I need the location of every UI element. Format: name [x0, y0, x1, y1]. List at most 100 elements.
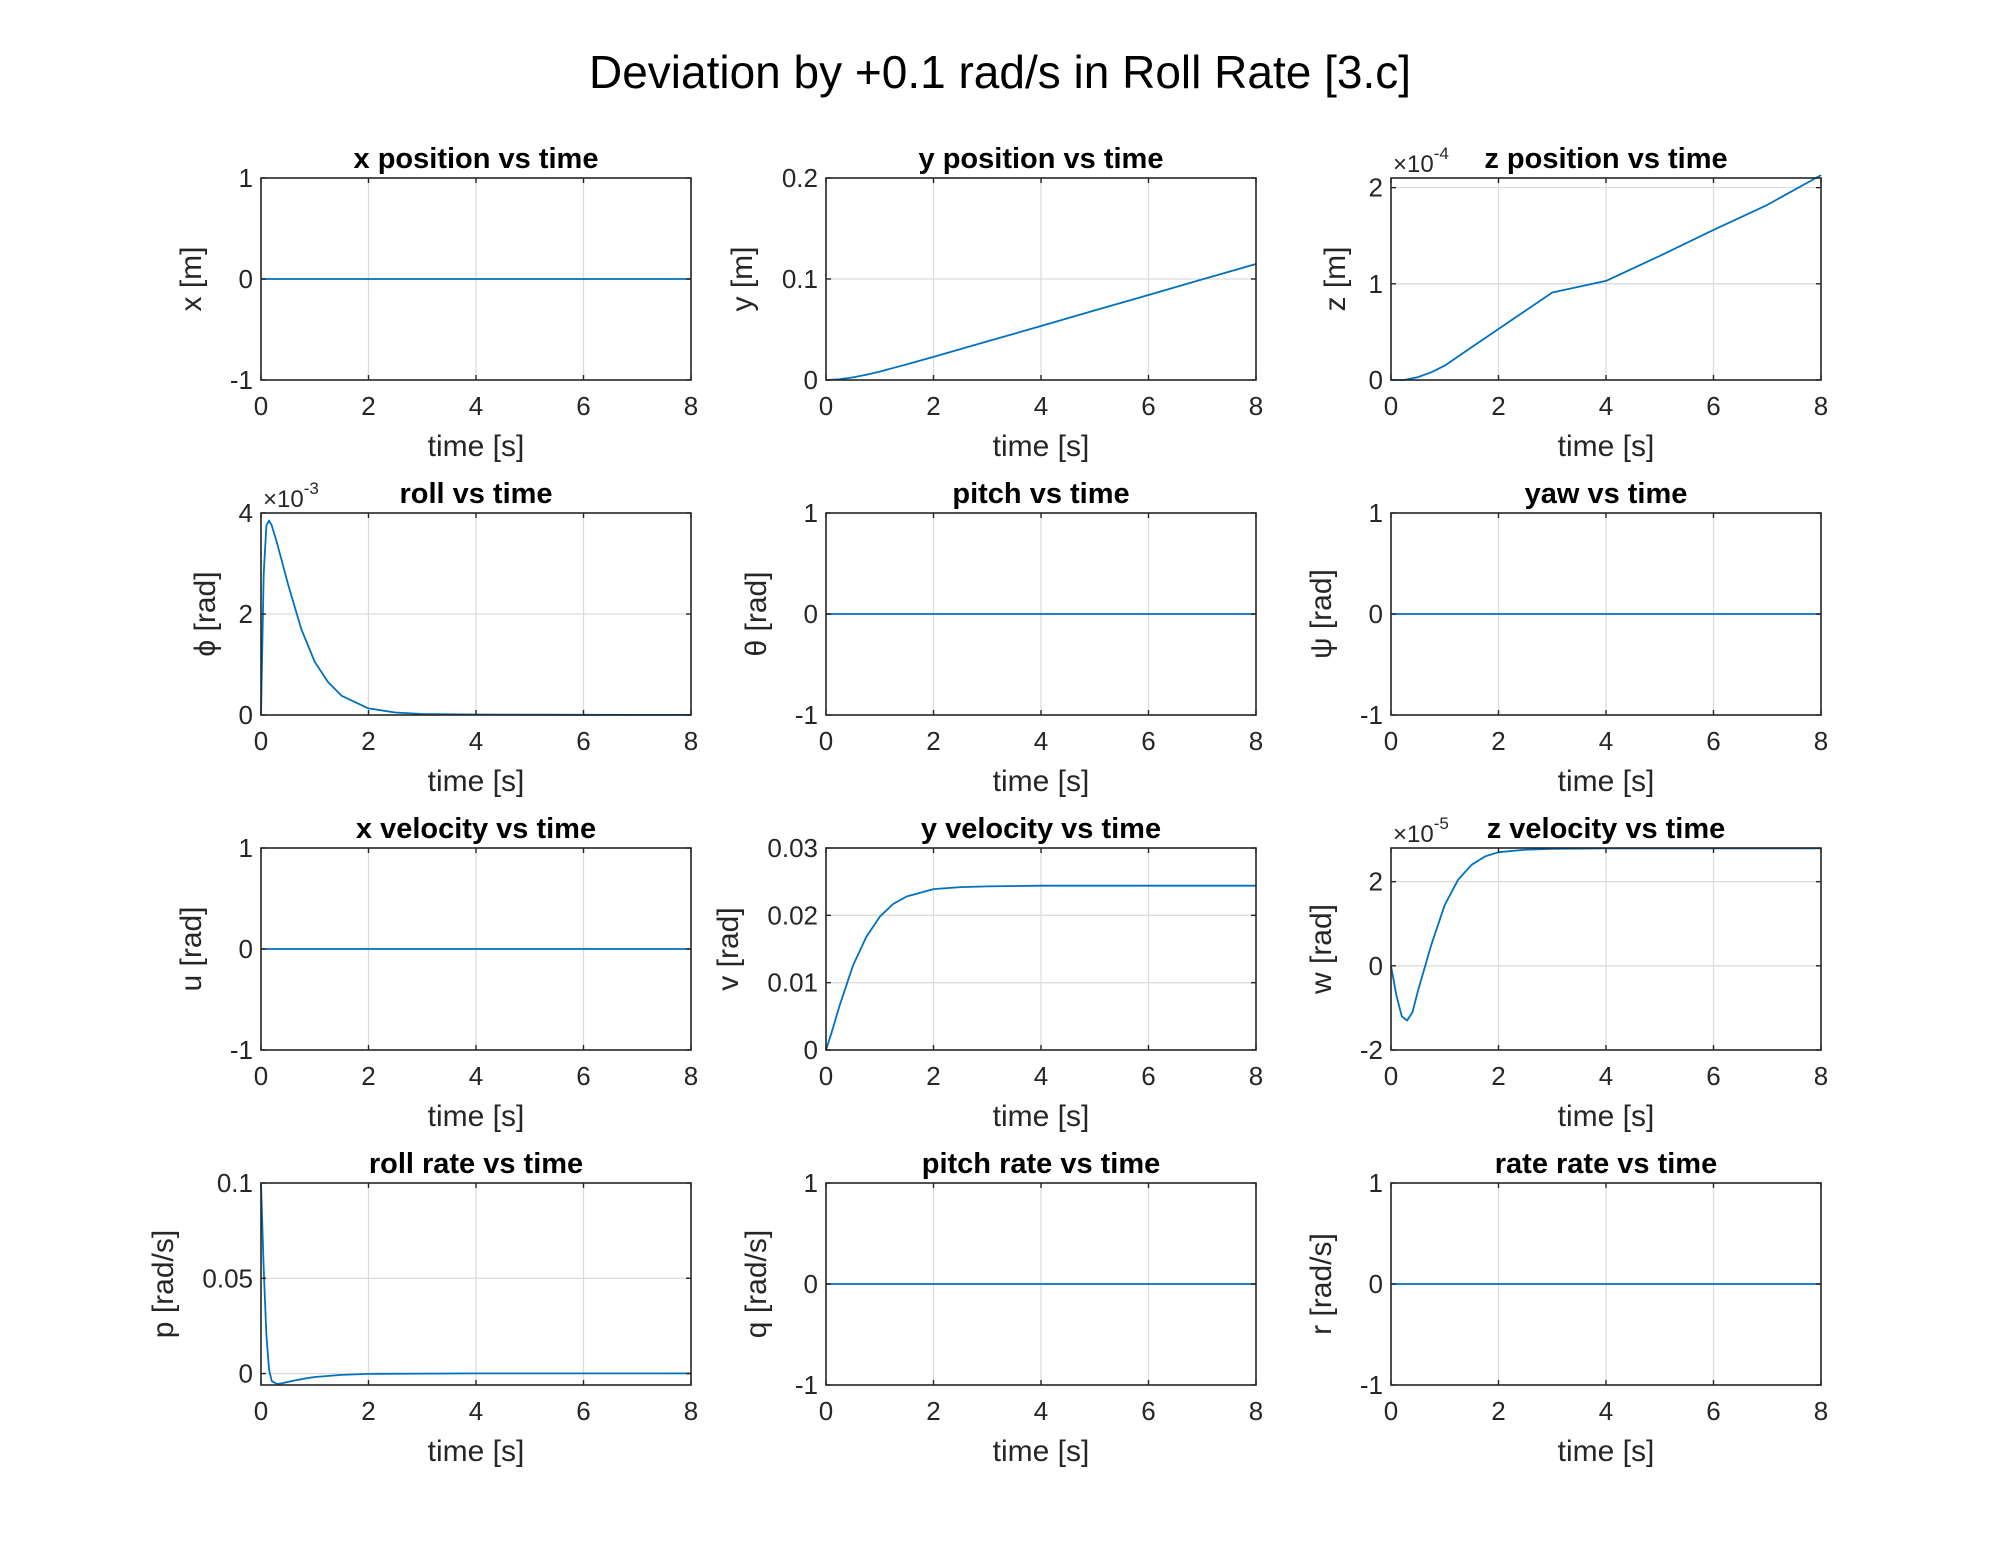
y-tick-label: 0 — [804, 599, 818, 629]
y-tick-label: -2 — [1360, 1035, 1383, 1065]
x-tick-label: 2 — [926, 1061, 940, 1091]
x-tick-label: 0 — [819, 726, 833, 756]
y-tick-label: 2 — [1369, 173, 1383, 203]
x-tick-label: 8 — [1814, 726, 1828, 756]
x-tick-label: 0 — [819, 1396, 833, 1426]
y-axis-label: θ [rad] — [740, 571, 773, 656]
y-multiplier-exponent: -4 — [1434, 144, 1449, 163]
x-tick-label: 8 — [1249, 1061, 1263, 1091]
y-multiplier-exponent: -3 — [304, 479, 319, 498]
subplot-title: pitch rate vs time — [922, 1148, 1161, 1180]
subplot-4: 0 2 4 6 8 0 2 4 roll vs time ×10-3 time [s] ϕ [rad] — [189, 478, 698, 798]
y-tick-label: 0 — [804, 1269, 818, 1299]
y-axis-label: v [rad] — [712, 907, 745, 990]
x-tick-label: 8 — [684, 1061, 698, 1091]
y-axis-label: z [m] — [1319, 247, 1352, 312]
y-tick-label: 1 — [239, 833, 253, 863]
x-tick-label: 0 — [819, 391, 833, 421]
y-axis-label: q [rad/s] — [740, 1230, 773, 1338]
subplot-title: y velocity vs time — [921, 813, 1161, 845]
x-axis-label: time [s] — [428, 1435, 525, 1468]
y-tick-label: 2 — [239, 599, 253, 629]
y-axis-label: ψ [rad] — [1305, 569, 1338, 659]
x-tick-label: 6 — [576, 391, 590, 421]
x-tick-label: 8 — [1814, 1396, 1828, 1426]
subplot-title: y position vs time — [919, 143, 1164, 175]
x-tick-label: 6 — [1706, 1061, 1720, 1091]
y-tick-label: 0.03 — [767, 833, 818, 863]
x-tick-label: 6 — [576, 1396, 590, 1426]
y-tick-label: 0.1 — [217, 1168, 253, 1198]
x-tick-label: 0 — [1384, 726, 1398, 756]
x-tick-label: 4 — [1599, 391, 1613, 421]
x-tick-label: 8 — [1249, 726, 1263, 756]
x-tick-label: 6 — [576, 1061, 590, 1091]
x-tick-label: 8 — [684, 1396, 698, 1426]
subplot-title: roll rate vs time — [369, 1148, 583, 1180]
x-tick-label: 4 — [469, 1061, 483, 1091]
subplot-title: x position vs time — [354, 143, 599, 175]
subplot-title: yaw vs time — [1525, 478, 1688, 510]
y-tick-label: -1 — [795, 1370, 818, 1400]
subplot-title: x velocity vs time — [356, 813, 596, 845]
x-tick-label: 0 — [254, 391, 268, 421]
x-axis-label: time [s] — [1558, 1435, 1655, 1468]
subplot-title: rate rate vs time — [1495, 1148, 1717, 1180]
x-tick-label: 0 — [1384, 1396, 1398, 1426]
y-axis-label: p [rad/s] — [147, 1230, 180, 1338]
x-tick-label: 2 — [926, 1396, 940, 1426]
x-tick-label: 8 — [1814, 391, 1828, 421]
x-axis-label: time [s] — [993, 430, 1090, 463]
data-series-line — [1391, 174, 1822, 381]
figure-title: Deviation by +0.1 rad/s in Roll Rate [3.… — [589, 46, 1411, 98]
y-tick-label: 4 — [239, 498, 253, 528]
y-tick-label: 1 — [239, 163, 253, 193]
y-tick-label: 0.05 — [202, 1263, 253, 1293]
x-axis-label: time [s] — [993, 765, 1090, 798]
subplot-title: z velocity vs time — [1487, 813, 1726, 845]
y-multiplier-label: ×10-4 — [1393, 144, 1449, 178]
x-tick-label: 6 — [1706, 726, 1720, 756]
subplot-8: 0 2 4 6 8 0 0.01 0.02 0.03 y velocity vs time time… — [712, 813, 1263, 1133]
data-series-line — [825, 884, 1256, 1051]
y-tick-label: -1 — [230, 1035, 253, 1065]
y-tick-label: 0 — [1369, 599, 1383, 629]
y-tick-label: 1 — [1369, 498, 1383, 528]
subplot-2: 0 2 4 6 8 0 0.1 0.2 y position vs time time [s] y … — [726, 143, 1263, 463]
x-tick-label: 2 — [361, 726, 375, 756]
y-axis-label: y [m] — [726, 247, 759, 312]
x-tick-label: 6 — [1706, 1396, 1720, 1426]
x-axis-label: time [s] — [993, 1100, 1090, 1133]
y-tick-label: -1 — [1360, 1370, 1383, 1400]
y-tick-label: 0 — [239, 1359, 253, 1389]
y-multiplier-exponent: -5 — [1434, 814, 1449, 833]
subplot-3: 0 2 4 6 8 0 1 2 z position vs time ×10-4 time [s] z… — [1319, 143, 1828, 463]
x-tick-label: 0 — [819, 1061, 833, 1091]
y-tick-label: 1 — [804, 498, 818, 528]
y-tick-label: 0 — [239, 700, 253, 730]
y-axis-label: u [rad] — [175, 906, 208, 991]
y-multiplier-label: ×10-3 — [263, 479, 319, 513]
x-axis-label: time [s] — [993, 1435, 1090, 1468]
x-tick-label: 6 — [1141, 1396, 1155, 1426]
y-tick-label: 0.02 — [767, 900, 818, 930]
x-tick-label: 4 — [1034, 391, 1048, 421]
x-axis-label: time [s] — [428, 765, 525, 798]
y-tick-label: 1 — [1369, 1168, 1383, 1198]
x-tick-label: 2 — [361, 1396, 375, 1426]
x-tick-label: 4 — [469, 726, 483, 756]
x-axis-label: time [s] — [1558, 1100, 1655, 1133]
subplot-title: roll vs time — [399, 478, 552, 510]
x-axis-label: time [s] — [1558, 765, 1655, 798]
x-tick-label: 6 — [1141, 1061, 1155, 1091]
y-tick-label: 0 — [804, 1035, 818, 1065]
x-tick-label: 0 — [1384, 391, 1398, 421]
x-tick-label: 4 — [1599, 1061, 1613, 1091]
